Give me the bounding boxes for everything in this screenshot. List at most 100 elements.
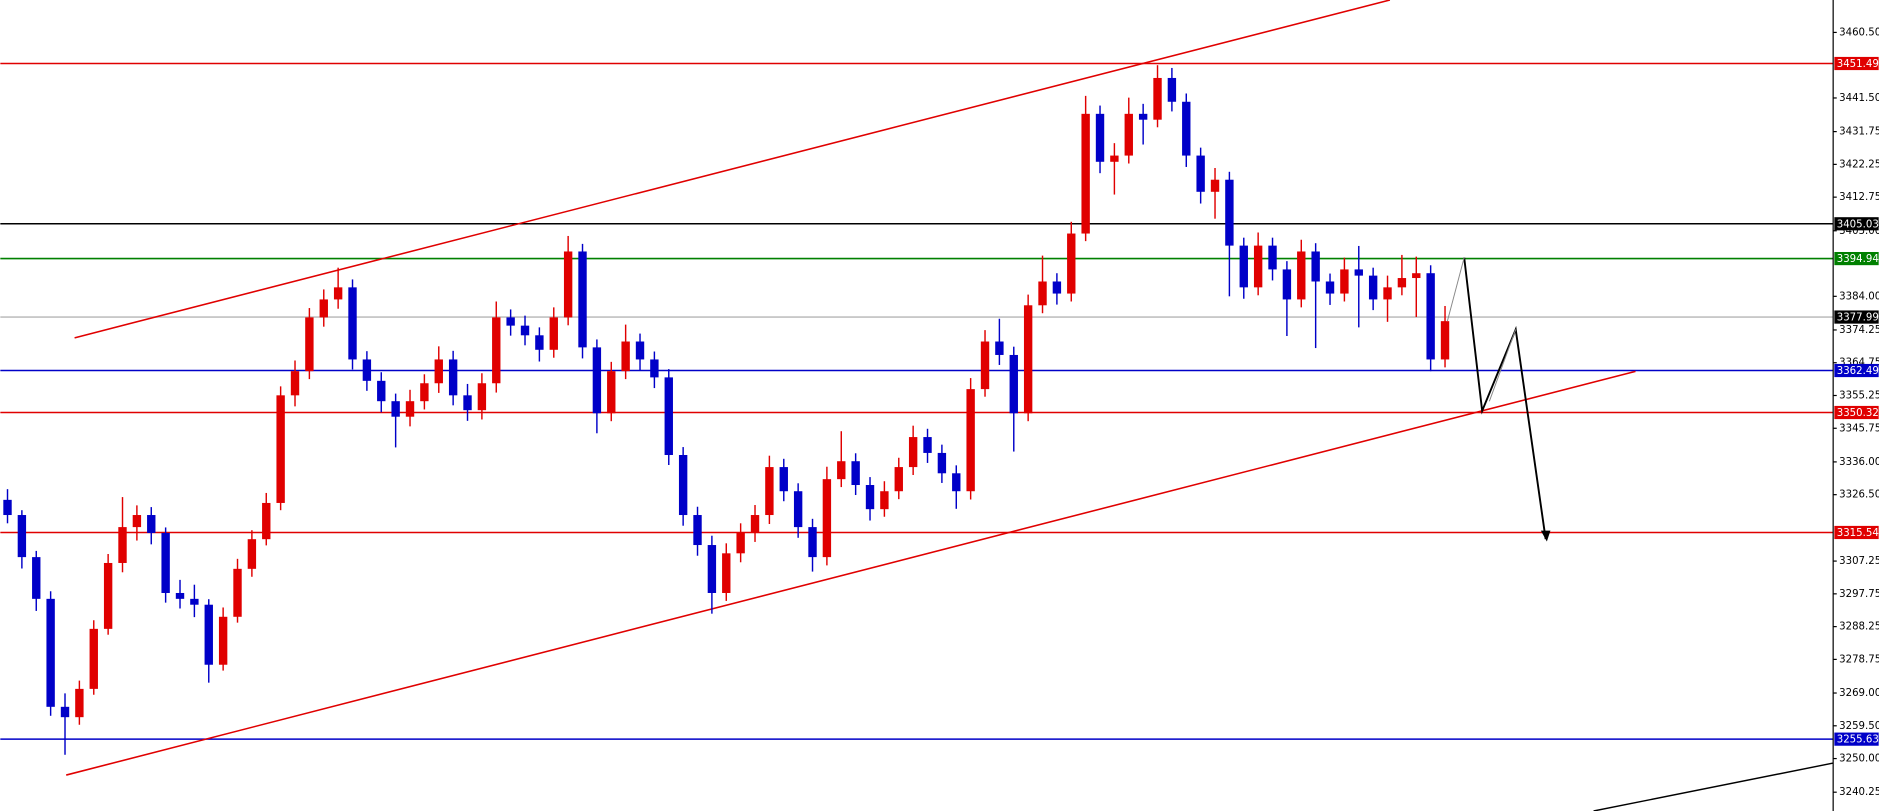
price-axis-labels: 3460.50 3441.50 3431.75 3422.25 3412.75 3403.…: [1833, 27, 1879, 798]
candle-body: [1124, 113, 1133, 156]
channel-lower: [66, 370, 1636, 776]
candle-body: [1239, 245, 1248, 288]
candle-body: [1009, 354, 1018, 414]
candle-body: [218, 616, 228, 665]
candle-body: [1426, 273, 1435, 360]
candle-body: [1052, 281, 1062, 294]
candle-body: [60, 706, 70, 718]
candle-body: [607, 371, 616, 414]
candle-body: [46, 598, 55, 707]
level-label: 3315.54: [1837, 528, 1879, 539]
candle-body: [1354, 269, 1363, 276]
y-tick-label: 3307.25: [1839, 556, 1879, 567]
projection-arrow: [1540, 530, 1551, 542]
projection-thin: [1488, 329, 1517, 402]
y-tick-label: 3269.00: [1839, 688, 1879, 699]
candle-body: [980, 341, 990, 390]
level-label-bg: [1834, 217, 1879, 231]
y-tick-label: 3422.25: [1839, 159, 1879, 170]
candle-body: [362, 359, 372, 381]
candle-body: [880, 491, 889, 510]
candle-body: [463, 395, 472, 411]
candle-body: [17, 515, 27, 558]
candle-body: [664, 377, 673, 456]
candle-body: [966, 389, 975, 492]
candle-body: [262, 502, 271, 540]
candle-body: [118, 527, 127, 563]
candle-body: [1081, 113, 1090, 234]
candle-body: [1368, 275, 1378, 300]
candle-body: [808, 527, 817, 558]
candle-body: [1210, 179, 1220, 192]
candle-body: [448, 359, 458, 396]
y-tick-label: 3384.00: [1839, 291, 1879, 302]
candle-body: [635, 341, 645, 360]
level-label: 3350.32: [1837, 408, 1879, 419]
candle-body: [535, 335, 544, 350]
candle-body: [707, 545, 717, 593]
candles: [3, 65, 1450, 755]
candle-body: [305, 317, 314, 372]
candle-body: [1282, 269, 1292, 300]
candle-body: [348, 287, 357, 360]
candle-body: [1167, 77, 1177, 102]
trend-line: [1593, 762, 1834, 811]
y-tick-label: 3374.25: [1839, 325, 1879, 336]
candle-body: [506, 317, 515, 326]
candle-body: [1397, 278, 1407, 288]
candle-body: [377, 380, 386, 402]
candle-body: [995, 341, 1004, 355]
candle-body: [1325, 281, 1335, 294]
y-tick-label: 3250.00: [1839, 754, 1879, 765]
candle-body: [1023, 305, 1033, 414]
candle-body: [75, 688, 84, 718]
candle-body: [161, 532, 170, 593]
candle-body: [1311, 251, 1320, 282]
candle-body: [1095, 113, 1105, 162]
candle-body: [650, 359, 659, 378]
price-axis: [1833, 0, 1879, 811]
candle-body: [492, 317, 501, 384]
level-label-bg: [1834, 251, 1879, 266]
candle-body: [319, 299, 328, 318]
y-tick-label: 3355.25: [1839, 390, 1879, 401]
candle-body: [937, 452, 947, 474]
level-label: 3451.49: [1837, 59, 1879, 70]
candle-body: [89, 628, 98, 689]
candle-body: [765, 467, 774, 516]
candle-body: [1138, 113, 1148, 120]
candle-body: [822, 479, 832, 558]
candle-body: [793, 491, 803, 528]
candle-body: [132, 515, 142, 528]
candle-body: [276, 395, 285, 503]
y-tick-label: 3345.75: [1839, 423, 1879, 434]
candle-body: [693, 515, 702, 546]
level-label: 3405.03: [1837, 219, 1879, 230]
y-tick-label: 3297.75: [1839, 589, 1879, 600]
y-tick-label: 3460.50: [1839, 27, 1879, 38]
level-label: 3255.63: [1837, 735, 1879, 746]
candle-body: [592, 347, 602, 414]
level-label-bg: [1834, 405, 1879, 420]
candle-body: [1153, 77, 1162, 120]
candle-body: [1225, 179, 1234, 246]
candle-body: [1340, 269, 1349, 294]
level-label: 3394.94: [1837, 254, 1879, 265]
candle-body: [290, 371, 300, 396]
candle-body: [678, 455, 688, 516]
candle-body: [233, 568, 242, 617]
y-tick-label: 3441.50: [1839, 93, 1879, 104]
candle-body: [1038, 281, 1047, 306]
candle-body: [1440, 321, 1450, 360]
candle-body: [204, 604, 213, 665]
candle-body: [894, 467, 903, 492]
level-label-bg: [1834, 525, 1879, 540]
candle-body: [621, 341, 630, 372]
candle-body: [923, 437, 932, 453]
candle-body: [865, 485, 875, 510]
candle-body: [563, 251, 573, 318]
y-tick-label: 3364.75: [1839, 358, 1879, 369]
level-label-bg: [1834, 56, 1879, 71]
candle-body: [520, 325, 530, 336]
